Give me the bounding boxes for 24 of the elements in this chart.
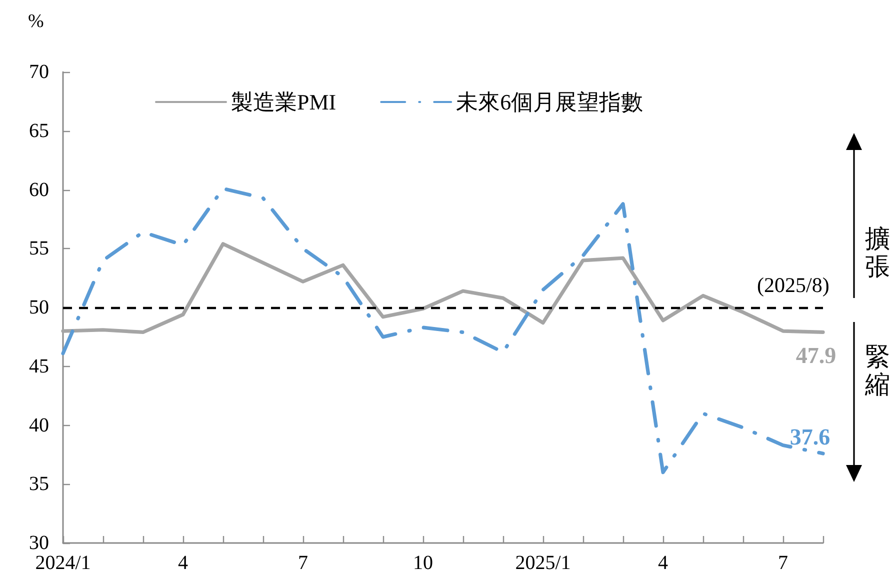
text: 緊縮 bbox=[865, 344, 890, 400]
data-label: 37.6 bbox=[790, 424, 830, 450]
x-tick-label: 10 bbox=[413, 552, 433, 574]
y-tick-label: 65 bbox=[29, 120, 49, 142]
x-tick-label: 7 bbox=[298, 552, 308, 574]
y-tick-label: 30 bbox=[29, 532, 49, 554]
x-tick-label: 2024/1 bbox=[35, 552, 91, 574]
y-tick-label: 40 bbox=[29, 414, 49, 436]
legend-label: 未來6個月展望指數 bbox=[456, 90, 644, 114]
x-tick-label: 4 bbox=[658, 552, 668, 574]
x-tick-label: 7 bbox=[778, 552, 788, 574]
y-tick-label: 60 bbox=[29, 178, 49, 201]
legend-label: 製造業PMI bbox=[231, 90, 336, 114]
y-tick-label: 45 bbox=[29, 355, 49, 378]
y-tick-label: 50 bbox=[29, 296, 49, 318]
x-tick-label: 2025/1 bbox=[515, 552, 571, 574]
annotation: (2025/8) bbox=[757, 273, 830, 297]
data-label: 47.9 bbox=[796, 343, 836, 368]
y-tick-label: 35 bbox=[29, 473, 49, 496]
y-tick-label: 55 bbox=[29, 238, 49, 260]
y-tick-label: 70 bbox=[29, 61, 49, 83]
y-axis-title: % bbox=[28, 11, 44, 32]
text: 擴張 bbox=[865, 226, 890, 282]
x-tick-label: 4 bbox=[178, 552, 188, 574]
